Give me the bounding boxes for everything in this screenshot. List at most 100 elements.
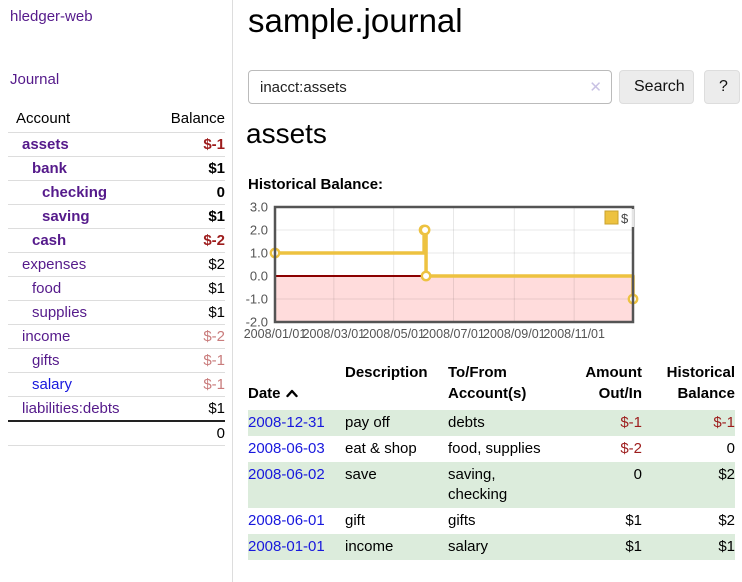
- help-button[interactable]: ?: [704, 70, 740, 104]
- transaction-amount: 0: [633, 466, 642, 483]
- negative-region-band: [275, 276, 633, 322]
- transaction-balance: $2: [718, 512, 735, 529]
- account-link[interactable]: assets: [22, 136, 69, 153]
- historical-balance-label: Historical Balance:: [248, 176, 384, 193]
- register-row: 2008-12-31 pay off debts $-1 $-1: [248, 410, 735, 436]
- transaction-accounts: gifts: [448, 512, 476, 529]
- account-link[interactable]: income: [22, 328, 71, 345]
- search-input[interactable]: [250, 72, 590, 102]
- register-table: Date Description To/From Account(s) Amou…: [248, 360, 735, 560]
- search-box: ✕: [248, 70, 612, 104]
- clear-search-icon[interactable]: ✕: [589, 79, 602, 96]
- register-header-description: Description: [345, 364, 428, 381]
- sort-ascending-icon: [285, 383, 298, 404]
- account-row: expenses $2: [8, 252, 225, 277]
- y-tick-label: 1.0: [250, 246, 268, 261]
- x-tick-label: 2008/05/01: [362, 327, 425, 341]
- account-row: income $-2: [8, 324, 225, 349]
- chart-frame: [273, 205, 635, 324]
- x-tick-label: 2008/03/01: [303, 327, 366, 341]
- account-link[interactable]: checking: [42, 184, 108, 201]
- account-link[interactable]: salary: [32, 376, 73, 393]
- account-balance: $1: [147, 300, 225, 325]
- accounts-total-value: 0: [147, 421, 225, 446]
- account-balance: $2: [147, 252, 225, 277]
- transaction-date-link[interactable]: 2008-06-02: [248, 466, 325, 483]
- account-link[interactable]: bank: [32, 160, 68, 177]
- transaction-amount: $1: [625, 538, 642, 555]
- data-point-marker: [419, 224, 431, 236]
- x-tick-label: 2008/01/01: [244, 327, 307, 341]
- account-row: liabilities:debts $1: [8, 396, 225, 422]
- account-row: checking 0: [8, 180, 225, 205]
- account-link[interactable]: supplies: [32, 304, 88, 321]
- data-point-marker: [420, 270, 432, 282]
- account-row: cash $-2: [8, 228, 225, 253]
- account-row: food $1: [8, 276, 225, 301]
- legend-label: $: [621, 211, 629, 226]
- register-row: 2008-01-01 income salary $1 $1: [248, 534, 735, 560]
- account-balance: $-2: [147, 228, 225, 253]
- register-header-date-label: Date: [248, 385, 281, 402]
- accounts-header-balance: Balance: [147, 106, 225, 133]
- y-tick-label: 0.0: [250, 269, 268, 284]
- transaction-amount: $-1: [620, 414, 642, 431]
- transaction-description: income: [345, 538, 394, 555]
- account-link[interactable]: cash: [32, 232, 67, 249]
- account-link[interactable]: liabilities:debts: [22, 400, 120, 417]
- legend-swatch: [604, 210, 619, 225]
- account-row: saving $1: [8, 204, 225, 229]
- sidebar-item-journal[interactable]: Journal: [10, 71, 60, 88]
- transaction-description: pay off: [345, 414, 390, 431]
- x-tick-label: 2008/09/01: [483, 327, 546, 341]
- transaction-date-link[interactable]: 2008-06-01: [248, 512, 325, 529]
- account-row: salary $-1: [8, 372, 225, 397]
- transaction-accounts: debts: [448, 414, 485, 431]
- register-header-balance: Historical Balance: [666, 364, 735, 402]
- transaction-date-link[interactable]: 2008-01-01: [248, 538, 325, 555]
- transaction-description: eat & shop: [345, 440, 417, 457]
- account-balance: $-1: [147, 348, 225, 373]
- register-header-date[interactable]: Date: [248, 360, 345, 410]
- account-link[interactable]: gifts: [32, 352, 60, 369]
- y-tick-label: -2.0: [246, 315, 268, 330]
- account-row: supplies $1: [8, 300, 225, 325]
- y-tick-label: -1.0: [246, 292, 268, 307]
- account-balance: $-1: [147, 372, 225, 397]
- transaction-date-link[interactable]: 2008-06-03: [248, 440, 325, 457]
- transaction-balance: $-1: [713, 414, 735, 431]
- account-link[interactable]: saving: [42, 208, 90, 225]
- transaction-amount: $1: [625, 512, 642, 529]
- account-balance: $1: [147, 396, 225, 422]
- account-heading: assets: [246, 118, 327, 149]
- account-balance: $1: [147, 204, 225, 229]
- account-link[interactable]: food: [32, 280, 62, 297]
- account-link[interactable]: expenses: [22, 256, 87, 273]
- y-tick-label: 2.0: [250, 223, 268, 238]
- register-header-amount: Amount Out/In: [585, 364, 642, 402]
- x-tick-label: 2008/07/01: [422, 327, 485, 341]
- transaction-balance: $2: [718, 466, 735, 483]
- historical-balance-chart: $3.0 2.0 1.0 0.0 -1.0 -2.02008/01/012008/03/0…: [244, 200, 639, 341]
- transaction-accounts: food, supplies: [448, 440, 541, 457]
- transaction-description: gift: [345, 512, 366, 529]
- account-balance: $1: [147, 276, 225, 301]
- accounts-table: Account Balance assets $-1 bank $1 check…: [8, 106, 225, 446]
- register-header-row: Date Description To/From Account(s) Amou…: [248, 360, 735, 410]
- transaction-date-link[interactable]: 2008-12-31: [248, 414, 325, 431]
- app-title-link[interactable]: hledger-web: [10, 8, 93, 25]
- transaction-balance: $1: [718, 538, 735, 555]
- account-row: assets $-1: [8, 133, 225, 157]
- search-bar: ✕ Search ?: [248, 70, 740, 104]
- transaction-accounts: salary: [448, 538, 489, 555]
- x-tick-label: 2008/11/01: [543, 327, 605, 341]
- account-balance: $-1: [203, 136, 225, 153]
- register-row: 2008-06-01 gift gifts $1 $2: [248, 508, 735, 534]
- y-tick-label: 3.0: [250, 200, 268, 215]
- search-button[interactable]: Search: [619, 70, 694, 104]
- transaction-description: save: [345, 466, 377, 483]
- account-row: bank $1: [8, 156, 225, 181]
- transaction-amount: $-2: [620, 440, 642, 457]
- account-balance: 0: [147, 180, 225, 205]
